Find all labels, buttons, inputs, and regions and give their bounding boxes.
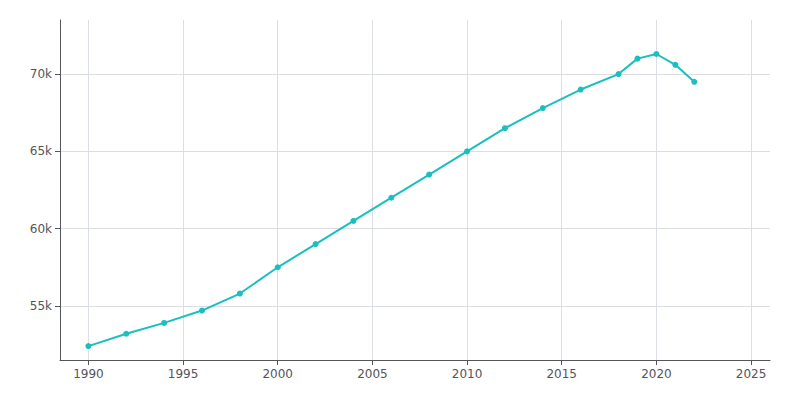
svg-text:60k: 60k	[30, 222, 52, 236]
svg-text:1995: 1995	[168, 367, 199, 381]
svg-text:70k: 70k	[30, 67, 52, 81]
svg-text:2005: 2005	[357, 367, 388, 381]
svg-text:2010: 2010	[452, 367, 483, 381]
svg-text:2000: 2000	[262, 367, 293, 381]
svg-text:2020: 2020	[641, 367, 672, 381]
svg-text:2015: 2015	[546, 367, 577, 381]
svg-text:65k: 65k	[30, 144, 52, 158]
svg-text:2025: 2025	[736, 367, 767, 381]
svg-text:55k: 55k	[30, 299, 52, 313]
svg-text:1990: 1990	[73, 367, 104, 381]
